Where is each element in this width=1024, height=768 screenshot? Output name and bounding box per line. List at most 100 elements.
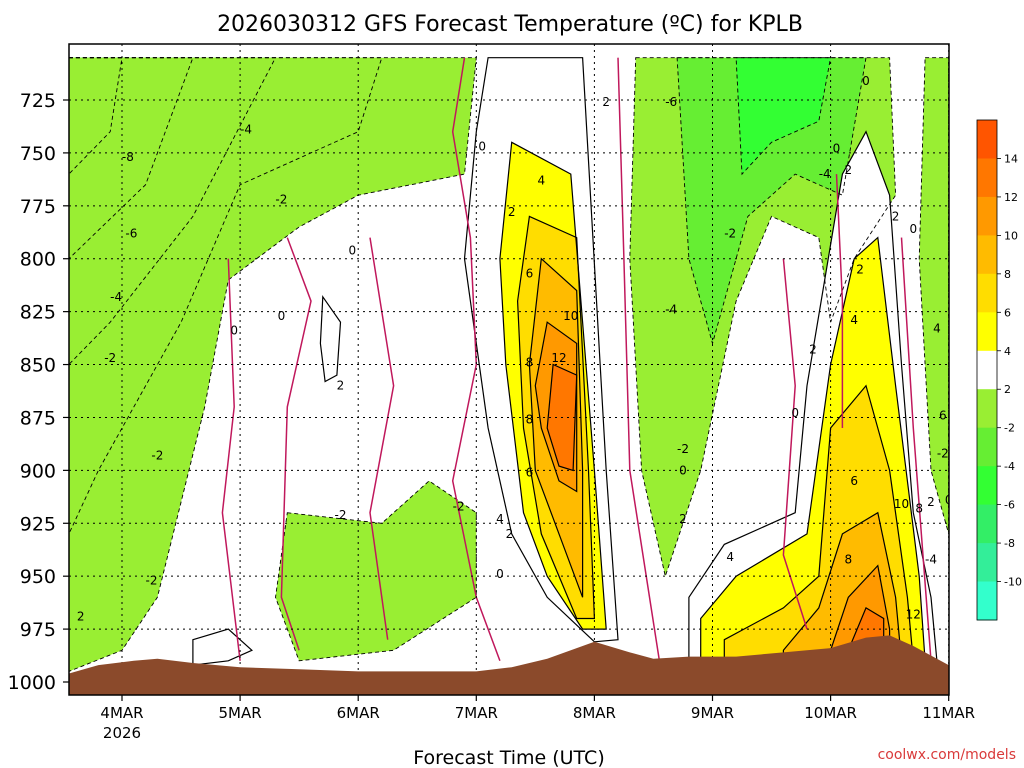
x-axis-label: Forecast Time (UTC) — [413, 747, 604, 768]
contour-line — [629, 57, 897, 578]
contour-label: 0 — [478, 140, 486, 154]
colorbar-label: 2 — [1004, 383, 1011, 396]
contour-label: 8 — [844, 552, 852, 566]
colorbar-label: -2 — [1004, 422, 1015, 435]
contour-label: 2 — [892, 209, 900, 223]
colorbar-label: 8 — [1004, 268, 1011, 281]
contour-line — [546, 363, 578, 472]
contour-label: 4 — [496, 512, 504, 526]
contour-label: 10 — [563, 309, 578, 323]
y-tick-label: 750 — [20, 143, 56, 165]
colorbar-swatch — [977, 581, 997, 621]
contour-label: 6 — [850, 474, 858, 488]
temperature-region — [677, 57, 866, 344]
contour-label: 4 — [933, 322, 941, 336]
temperature-region — [320, 296, 341, 382]
y-tick-label: 1000 — [8, 672, 56, 694]
colorbar-label: 12 — [1004, 191, 1018, 204]
contour-label: -2 — [335, 508, 347, 522]
colorbar-swatch — [977, 158, 997, 198]
contour-label: 12 — [906, 607, 921, 621]
colorbar-label: 10 — [1004, 229, 1018, 242]
colorbar-swatch — [977, 427, 997, 467]
x-tick-label: 5MAR — [219, 704, 262, 722]
contour-label: 8 — [915, 502, 923, 516]
contour-label: 6 — [526, 267, 534, 281]
chart-title: 2026030312 GFS Forecast Temperature (ºC)… — [217, 12, 803, 37]
contour-label: -4 — [819, 167, 831, 181]
contour-label: 2 — [809, 343, 817, 357]
contour-label: -2 — [104, 351, 116, 365]
contour-label: -2 — [453, 499, 465, 513]
contour-label: -4 — [960, 322, 972, 336]
freezing-isoline — [280, 237, 312, 651]
watermark: coolwx.com/models — [878, 747, 1016, 763]
contour-label: -4 — [925, 552, 937, 566]
contour-line — [516, 215, 596, 620]
contour-label: 0 — [791, 406, 799, 420]
contour-label: 2 — [856, 262, 864, 276]
contour-label: 0 — [230, 324, 238, 338]
x-tick-label: 7MAR — [455, 704, 498, 722]
contour-label: -2 — [146, 573, 158, 587]
colorbar-swatch — [977, 312, 997, 352]
colorbar-swatch — [977, 350, 997, 390]
contour-label: -2 — [151, 449, 163, 463]
contour-line — [735, 57, 832, 176]
contour-label: 4 — [537, 173, 545, 187]
contour-line — [69, 57, 194, 260]
colorbar-swatch — [977, 235, 997, 275]
y-tick-label: 875 — [20, 407, 56, 429]
contour-label: 6 — [939, 408, 947, 422]
contour-label: -2 — [275, 193, 287, 207]
temperature-region — [69, 57, 477, 672]
freezing-isoline — [221, 258, 241, 661]
contour-label: -6 — [125, 226, 137, 240]
colorbar-label: 6 — [1004, 306, 1011, 319]
y-axis: 725 750 775 800 825 850 875 900 925 950 975 1000 — [8, 90, 69, 694]
colorbar-swatch — [977, 389, 997, 429]
contour-label: 0 — [909, 222, 917, 236]
y-tick-label: 975 — [20, 619, 56, 641]
x-tick-label: 8MAR — [573, 704, 616, 722]
y-tick-label: 825 — [20, 302, 56, 324]
x-axis: 4MAR 2026 5MAR 6MAR 7MAR 8MAR 9MAR 10MAR 11MAR — [100, 695, 975, 742]
contour-label: -2 — [937, 446, 949, 460]
contour-label: -4 — [665, 303, 677, 317]
contour-label: -6 — [665, 95, 677, 109]
colorbar-label: 14 — [1004, 152, 1018, 165]
colorbar-border — [976, 119, 998, 621]
colorbar-label: -4 — [1004, 460, 1015, 473]
contour-label: 0 — [945, 493, 953, 507]
y-tick-label: 925 — [20, 513, 56, 535]
contour-label: 0 — [278, 309, 286, 323]
x-tick-label: 10MAR — [804, 704, 857, 722]
contour-label: -4 — [110, 290, 122, 304]
colorbar-swatch — [977, 504, 997, 544]
contour-label: 8 — [526, 355, 534, 369]
contour-label: -8 — [122, 150, 134, 164]
colorbar-swatch — [977, 196, 997, 236]
contour-label: 2 — [337, 379, 345, 393]
contour-label: 0 — [679, 463, 687, 477]
colorbar-swatch — [977, 543, 997, 583]
temperature-region — [736, 57, 831, 175]
plot-border — [68, 43, 950, 696]
contour-label: 2 — [508, 205, 516, 219]
contour-label: 2 — [602, 95, 610, 109]
colorbar: 14 12 10 8 6 4 2 -2 -4 -6 -8 -10 — [976, 119, 1022, 621]
temperature-region — [919, 57, 949, 534]
contour-line — [676, 57, 867, 346]
colorbar-swatch — [977, 120, 997, 159]
colorbar-swatch — [977, 273, 997, 313]
contour-label: 0 — [348, 243, 356, 257]
contour-line — [534, 321, 578, 493]
contour-line — [528, 257, 584, 598]
contour-label: 10 — [894, 497, 909, 511]
contour-label: 0 — [833, 142, 841, 156]
contour-label: 4 — [726, 550, 734, 564]
contour-line — [69, 57, 383, 535]
